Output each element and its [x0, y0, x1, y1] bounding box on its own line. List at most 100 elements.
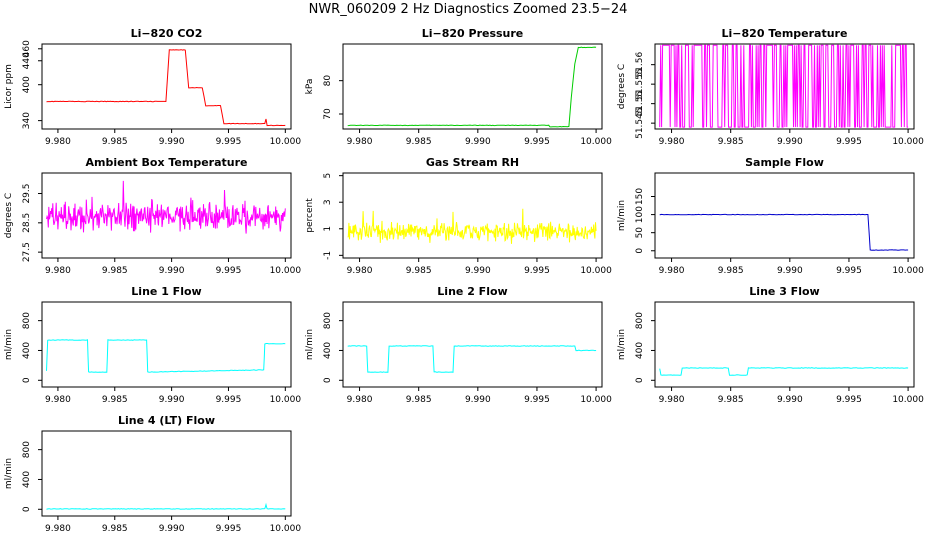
y-tick-label: 800 — [22, 312, 32, 329]
series-line — [46, 49, 286, 127]
plot-box — [654, 301, 915, 388]
y-tick-label: 100 — [635, 206, 645, 223]
x-tick-label: 9.980 — [347, 137, 373, 147]
x-tick-label: 9.990 — [159, 266, 185, 276]
panel-3: Ambient Box Temperature degrees C 9.980 9.9… — [4, 156, 301, 276]
x-tick-label: 10.000 — [270, 524, 302, 534]
y-tick-label: 460 — [22, 40, 32, 57]
x-tick-label: 10.000 — [270, 395, 302, 405]
x-tick-label: 9.985 — [406, 266, 432, 276]
chart-title: Li−820 CO2 — [131, 27, 203, 40]
panel-8: Line 3 Flow ml/min 9.980 9.985 9.990 9.995 10.… — [617, 285, 924, 405]
y-tick-label: 0 — [22, 377, 32, 383]
x-tick-label: 10.000 — [892, 395, 924, 405]
y-tick-label: 0 — [635, 377, 645, 383]
x-tick-label: 9.990 — [777, 266, 803, 276]
x-tick-label: 9.980 — [45, 524, 71, 534]
y-tick-label: 51.555 — [635, 68, 645, 100]
y-axis-label: Licor ppm — [4, 64, 14, 109]
y-tick-label: 3 — [323, 199, 333, 205]
x-tick-label: 10.000 — [580, 266, 612, 276]
panel-9: Line 4 (LT) Flow ml/min 9.980 9.985 9.990 9.9… — [4, 414, 301, 534]
x-tick-label: 9.990 — [465, 395, 491, 405]
series-line — [659, 213, 909, 251]
y-tick-label: 0 — [323, 377, 333, 383]
x-tick-label: 9.980 — [347, 395, 373, 405]
plot-box — [41, 430, 292, 517]
y-axis-label: ml/min — [617, 329, 627, 360]
x-tick-label: 9.985 — [718, 395, 744, 405]
chart-title: Line 4 (LT) Flow — [118, 414, 215, 427]
y-tick-label: 400 — [22, 342, 32, 359]
chart-title: Line 1 Flow — [131, 285, 201, 298]
x-tick-label: 9.985 — [718, 137, 744, 147]
chart-title: Line 3 Flow — [749, 285, 819, 298]
y-axis-label: ml/min — [4, 329, 14, 360]
chart-title: Gas Stream RH — [426, 156, 519, 169]
x-tick-label: 9.995 — [216, 137, 242, 147]
y-tick-label: 440 — [22, 52, 32, 69]
x-tick-label: 9.985 — [102, 137, 128, 147]
x-tick-label: 10.000 — [580, 137, 612, 147]
y-axis-label: kPa — [305, 79, 315, 95]
chart-title: Li−820 Temperature — [722, 27, 848, 40]
x-tick-label: 9.995 — [524, 137, 550, 147]
x-tick-label: 9.995 — [836, 137, 862, 147]
chart-title: Line 2 Flow — [437, 285, 507, 298]
x-tick-label: 9.990 — [159, 137, 185, 147]
y-tick-label: 80 — [323, 75, 333, 87]
y-tick-label: 0 — [635, 248, 645, 254]
y-tick-label: 800 — [323, 312, 333, 329]
y-tick-label: 51.545 — [635, 107, 645, 138]
y-tick-label: 5 — [323, 173, 333, 179]
x-tick-label: 9.995 — [836, 266, 862, 276]
panel-7: Line 2 Flow ml/min 9.980 9.985 9.990 9.995 10.… — [305, 285, 612, 405]
plot-box — [654, 43, 915, 130]
y-axis-label: ml/min — [4, 458, 14, 489]
y-tick-label: 340 — [22, 112, 32, 129]
y-tick-label: -1 — [323, 251, 333, 260]
x-tick-label: 9.990 — [159, 524, 185, 534]
panel-5: Sample Flow ml/min 9.980 9.985 9.990 9.995 10.… — [617, 156, 924, 276]
y-tick-label: 28.5 — [22, 213, 32, 233]
series-line — [347, 345, 597, 373]
figure-title: NWR_060209 2 Hz Diagnostics Zoomed 23.5−… — [308, 2, 628, 17]
chart-title: Ambient Box Temperature — [86, 156, 248, 169]
y-tick-label: 51.56 — [635, 52, 645, 78]
panel-1: Li−820 Pressure kPa 9.980 9.985 9.990 9.995 10… — [305, 27, 612, 147]
y-tick-label: 400 — [22, 471, 32, 488]
plot-box — [41, 301, 292, 388]
x-tick-label: 9.990 — [777, 137, 803, 147]
x-tick-label: 9.985 — [102, 266, 128, 276]
x-tick-label: 10.000 — [580, 395, 612, 405]
x-tick-label: 9.980 — [659, 395, 685, 405]
x-tick-label: 10.000 — [270, 137, 302, 147]
plot-box — [342, 43, 603, 130]
x-tick-label: 9.985 — [102, 395, 128, 405]
x-tick-label: 9.995 — [216, 395, 242, 405]
plot-box — [342, 172, 603, 259]
y-tick-label: 51.55 — [635, 91, 645, 117]
series-line — [46, 180, 286, 234]
x-tick-label: 9.985 — [718, 266, 744, 276]
x-tick-label: 9.980 — [45, 137, 71, 147]
y-tick-label: 50 — [635, 227, 645, 239]
x-tick-label: 9.980 — [659, 266, 685, 276]
series-line — [659, 367, 909, 376]
y-tick-label: 800 — [22, 441, 32, 458]
chart-title: Li−820 Pressure — [422, 27, 524, 40]
y-tick-label: 27.5 — [22, 242, 32, 262]
x-tick-label: 9.990 — [777, 395, 803, 405]
x-tick-label: 9.980 — [347, 266, 373, 276]
x-tick-label: 10.000 — [892, 137, 924, 147]
panel-4: Gas Stream RH percent 9.980 9.985 9.990 9.995… — [305, 156, 612, 276]
x-tick-label: 9.995 — [524, 266, 550, 276]
x-tick-label: 9.980 — [45, 395, 71, 405]
x-tick-label: 10.000 — [892, 266, 924, 276]
panel-2: Li−820 Temperature degrees C 9.980 9.985 9.9… — [617, 27, 924, 147]
x-tick-label: 9.995 — [836, 395, 862, 405]
y-tick-label: 1 — [323, 226, 333, 232]
y-tick-label: 150 — [635, 188, 645, 205]
series-line — [347, 46, 597, 128]
